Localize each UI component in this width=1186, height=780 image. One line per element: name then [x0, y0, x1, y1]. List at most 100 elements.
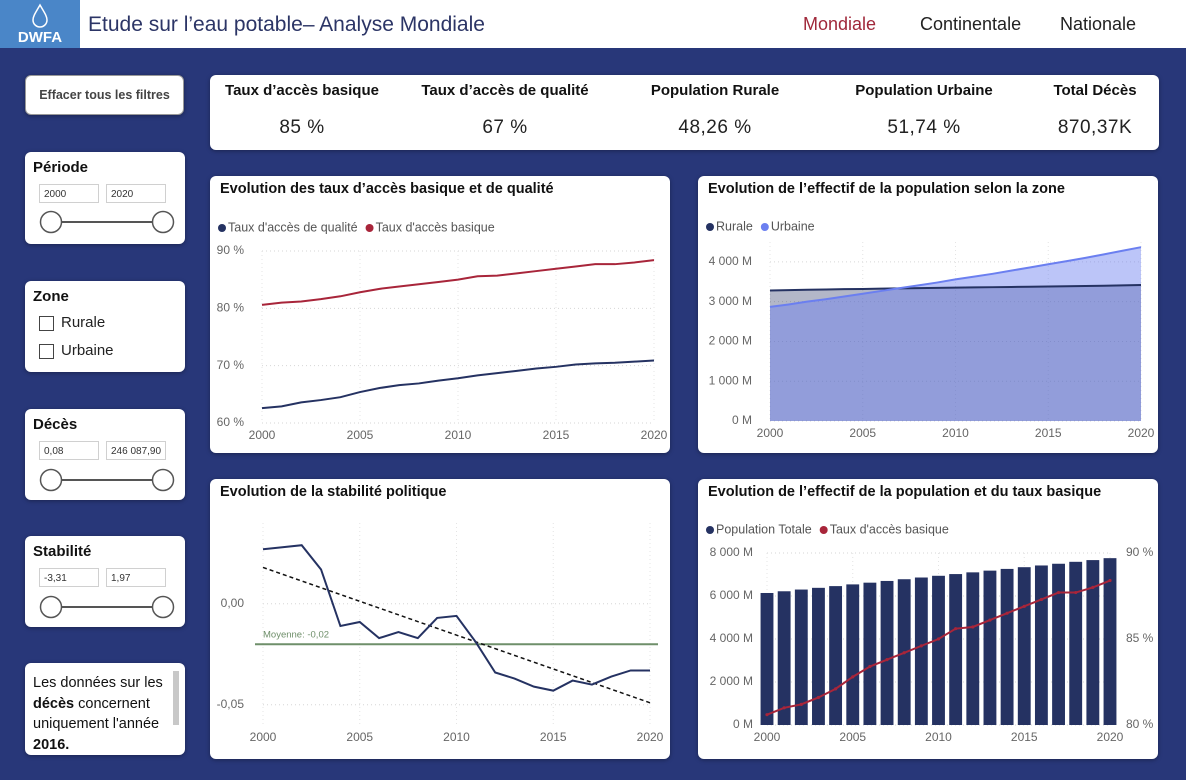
- page-title: Etude sur l’eau potable– Analyse Mondial…: [88, 13, 485, 36]
- y2-tick-label: 90 %: [1126, 545, 1154, 559]
- chart-panel: Evolution de l’effectif de la population…: [698, 479, 1158, 759]
- legend-label: Rurale: [716, 219, 753, 233]
- range-min-input[interactable]: 0,08: [39, 441, 99, 460]
- chart-panel: Evolution des taux d’accès basique et de…: [210, 176, 670, 453]
- checkbox[interactable]: [39, 316, 54, 331]
- kpi-value: 48,26 %: [678, 117, 752, 138]
- point: [919, 644, 923, 648]
- kpi-label: Population Rurale: [650, 82, 780, 99]
- chart: Evolution de la stabilité politique -0,05…: [217, 484, 664, 744]
- range-slider[interactable]: [25, 208, 185, 238]
- y-tick-label: 0 M: [732, 413, 752, 427]
- filter-zone: Zone Rurale Urbaine: [25, 281, 185, 372]
- x-tick-label: 2020: [641, 428, 668, 442]
- note-part: décès: [33, 695, 75, 712]
- line: [261, 259, 655, 306]
- y-tick-label: -0,05: [217, 697, 245, 711]
- legend-marker: [365, 224, 374, 232]
- x-tick-label: 2015: [1035, 426, 1062, 440]
- point: [868, 664, 872, 669]
- average-label: Moyenne: -0,02: [263, 630, 329, 641]
- legend-marker: [760, 223, 769, 231]
- nav-tab[interactable]: Nationale: [1060, 14, 1137, 34]
- x-tick-label: 2000: [250, 730, 277, 744]
- x-tick-label: 2015: [540, 730, 567, 744]
- legend-marker: [819, 526, 828, 534]
- chart-panel: Evolution de la stabilité politique -0,05…: [210, 479, 670, 759]
- y-tick-label: 4 000 M: [710, 631, 753, 645]
- x-tick-label: 2020: [1097, 730, 1124, 744]
- point: [1108, 578, 1112, 583]
- filter-title: Décès: [33, 416, 78, 433]
- range-max-input[interactable]: 1,97: [106, 568, 166, 587]
- kpi-label: Population Urbaine: [855, 82, 993, 99]
- point: [851, 675, 855, 679]
- legend-marker: [706, 223, 714, 231]
- note-part: Les données sur les: [33, 675, 163, 691]
- checkbox-label[interactable]: Urbaine: [61, 342, 114, 359]
- bar: [949, 574, 963, 725]
- y-tick-label: 0,00: [221, 596, 245, 610]
- bar: [1017, 567, 1031, 725]
- bar: [1069, 561, 1083, 725]
- area: [770, 247, 1141, 421]
- x-tick-label: 2005: [849, 426, 876, 440]
- point: [1039, 597, 1043, 602]
- y2-tick-label: 80 %: [1126, 717, 1154, 731]
- point: [954, 627, 958, 631]
- scrollbar[interactable]: [173, 671, 179, 725]
- chart-title: Evolution de la stabilité politique: [220, 484, 446, 500]
- range-min-input[interactable]: 2000: [39, 184, 99, 203]
- header: DWFA Etude sur l’eau potable– Analyse Mo…: [0, 0, 1186, 48]
- clear-filters-button[interactable]: Effacer tous les filtres: [25, 75, 184, 115]
- logo-icon: [32, 3, 48, 28]
- legend-label: Population Totale: [716, 522, 812, 536]
- bar: [932, 575, 945, 725]
- range-min-input[interactable]: -3,31: [39, 568, 99, 587]
- checkbox[interactable]: [39, 344, 54, 359]
- y-tick-label: 4 000 M: [709, 254, 752, 268]
- bar: [863, 582, 877, 725]
- nav-tab[interactable]: Continentale: [920, 14, 1022, 34]
- y-tick-label: 90 %: [217, 243, 245, 257]
- y-tick-label: 2 000 M: [709, 334, 752, 348]
- y-tick-label: 1 000 M: [709, 373, 752, 387]
- x-tick-label: 2010: [925, 730, 952, 744]
- y2-tick-label: 85 %: [1126, 631, 1154, 645]
- kpi-panel: Taux d’accès basique 85 % Taux d’accès d…: [210, 75, 1159, 150]
- chart: Evolution de l’effectif de la population…: [706, 484, 1154, 744]
- legend-label: Taux d'accès basique: [376, 220, 495, 234]
- bar: [829, 586, 843, 725]
- chart-title: Evolution de l’effectif de la population…: [708, 484, 1101, 500]
- point: [885, 658, 889, 662]
- range-max-input[interactable]: 246 087,90: [106, 441, 166, 460]
- range-slider[interactable]: [25, 466, 185, 496]
- range-slider[interactable]: [25, 593, 185, 623]
- note-part: concernent uniquement l'année: [33, 695, 160, 733]
- chart-title: Evolution de l’effectif de la population…: [708, 181, 1065, 197]
- line: [769, 284, 1142, 292]
- nav-tab[interactable]: Mondiale: [803, 14, 877, 34]
- point: [1091, 585, 1095, 589]
- bar: [1000, 568, 1014, 725]
- point: [782, 706, 786, 710]
- kpi-value: 67 %: [482, 117, 528, 138]
- line: [261, 359, 655, 410]
- range-max-input[interactable]: 2020: [106, 184, 166, 203]
- x-tick-label: 2015: [543, 428, 570, 442]
- y-tick-label: 60 %: [217, 415, 245, 429]
- filter-deces: Décès 0,08 246 087,90: [25, 409, 185, 500]
- note-text: Les données sur les décès concernent uni…: [33, 673, 171, 755]
- chart: Evolution de l’effectif de la population…: [706, 181, 1155, 440]
- x-tick-label: 2010: [942, 426, 969, 440]
- bar: [760, 592, 774, 725]
- bar: [777, 591, 791, 725]
- x-tick-label: 2020: [637, 730, 664, 744]
- point: [834, 687, 838, 691]
- line: [769, 246, 1142, 308]
- filter-periode: Période 2000 2020: [25, 152, 185, 244]
- bar: [812, 587, 825, 725]
- logo[interactable]: DWFA: [0, 0, 80, 48]
- checkbox-label[interactable]: Rurale: [61, 314, 106, 331]
